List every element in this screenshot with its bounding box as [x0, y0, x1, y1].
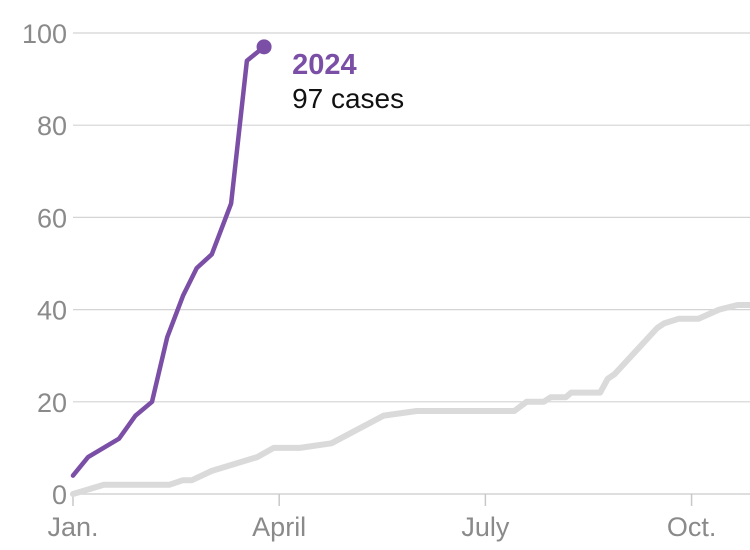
- y-tick-label: 80: [37, 111, 67, 141]
- series-line-2024: [70, 44, 267, 478]
- annotation: 2024 97 cases: [292, 49, 404, 114]
- x-tick-label: Oct.: [667, 512, 717, 542]
- y-tick-label: 20: [37, 388, 67, 418]
- x-tick-label: July: [461, 512, 510, 542]
- y-tick-label: 100: [22, 19, 67, 49]
- y-tick-label: 0: [52, 480, 67, 510]
- series-endpoint-marker: [256, 39, 272, 55]
- x-tick-label: Jan.: [47, 512, 98, 542]
- axes: 0 20 40 60 80 100 Jan. April July Oct.: [22, 19, 750, 542]
- series-lines: [70, 39, 750, 497]
- annotation-title: 2024: [292, 49, 357, 81]
- annotation-subtitle: 97 cases: [292, 83, 404, 114]
- y-tick-label: 60: [37, 203, 67, 233]
- series-line-baseline: [70, 302, 750, 497]
- x-tick-label: April: [252, 512, 306, 542]
- gridlines: [73, 32, 750, 403]
- y-tick-label: 40: [37, 296, 67, 326]
